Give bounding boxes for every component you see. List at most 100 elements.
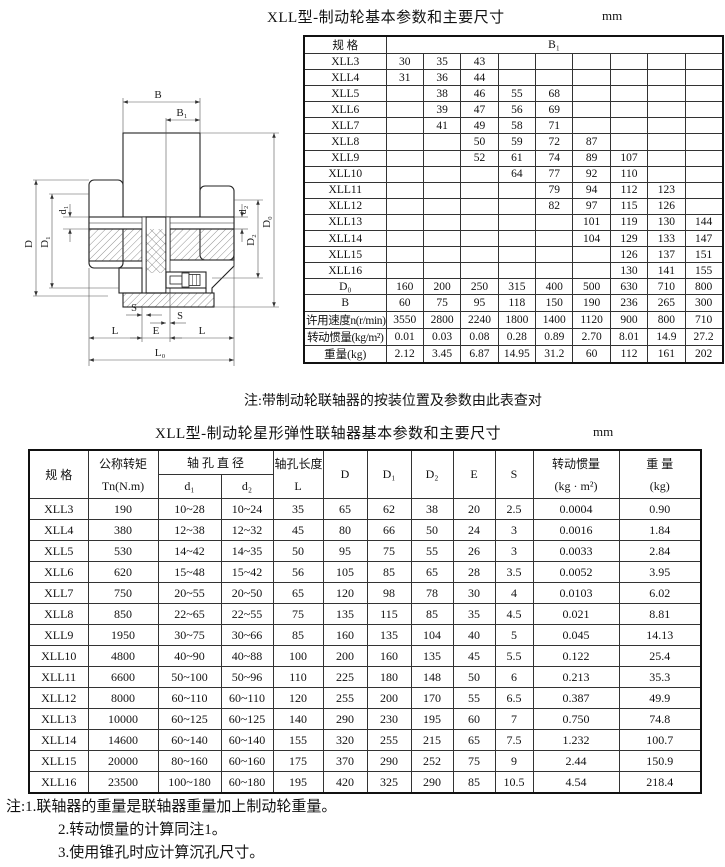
data-cell: 30~66: [220, 624, 274, 646]
data-cell: 0.03: [422, 327, 462, 346]
data-cell: [422, 230, 462, 248]
data-cell: 75: [422, 294, 462, 312]
data-cell: 1.232: [532, 729, 620, 751]
dim-label-s-left: S: [131, 303, 137, 314]
data-cell: 50: [460, 133, 499, 151]
dim-label-l-left: L: [112, 325, 119, 337]
data-cell: 14~42: [157, 540, 222, 562]
row-header-cell: XLL4: [303, 69, 387, 87]
data-cell: 60~110: [157, 687, 222, 709]
data-cell: 265: [647, 294, 686, 312]
table-row: XLL13 101 119 130 144: [303, 213, 724, 232]
data-cell: [684, 85, 724, 103]
data-cell: 160: [322, 624, 368, 646]
data-cell: 46: [460, 85, 499, 103]
data-cell: [460, 246, 499, 264]
data-cell: 14.95: [497, 344, 537, 363]
data-cell: 5.5: [494, 645, 534, 667]
table-row: XLL14 104 129 133 147: [303, 230, 724, 248]
data-cell: 420: [322, 771, 368, 794]
data-cell: 320: [322, 729, 368, 751]
data-cell: [460, 165, 499, 183]
data-cell: 710: [684, 310, 724, 329]
data-cell: 126: [647, 197, 686, 215]
header-line: Tn(N.m): [101, 478, 145, 493]
row-header-cell: XLL6: [28, 561, 89, 583]
data-cell: 290: [322, 708, 368, 730]
data-cell: 500: [572, 278, 611, 296]
data-cell: 1.84: [618, 519, 702, 541]
data-cell: 300: [684, 294, 724, 312]
data-cell: 69: [535, 101, 574, 119]
data-cell: 190: [572, 294, 611, 312]
data-cell: 0.0016: [532, 519, 620, 541]
data-cell: 2.84: [618, 540, 702, 562]
data-cell: 8.01: [609, 327, 649, 346]
data-cell: [497, 181, 537, 199]
data-cell: [385, 101, 424, 119]
data-cell: [535, 69, 574, 87]
row-header-cell: XLL9: [303, 149, 387, 167]
data-cell: 47: [460, 101, 499, 119]
data-cell: 30: [452, 582, 496, 604]
data-cell: 104: [410, 624, 454, 646]
data-cell: 195: [410, 708, 454, 730]
data-cell: 38: [422, 85, 462, 103]
data-cell: 45: [452, 645, 496, 667]
data-cell: 3: [494, 540, 534, 562]
data-cell: 60~125: [157, 708, 222, 730]
data-cell: 0.08: [460, 327, 499, 346]
row-header-cell: XLL6: [303, 101, 387, 119]
data-cell: 24: [452, 519, 496, 541]
dimension-lines: [33, 98, 279, 366]
table2-unit: mm: [593, 424, 614, 439]
data-cell: 2.5: [494, 498, 534, 520]
data-cell: 75: [452, 750, 496, 772]
data-cell: 137: [647, 246, 686, 264]
data-cell: [422, 181, 462, 199]
data-cell: 133: [647, 230, 686, 248]
data-cell: 900: [609, 310, 649, 329]
data-cell: 60~110: [220, 687, 274, 709]
column-header-spec: 规 格: [303, 35, 387, 54]
data-cell: 3.5: [494, 561, 534, 583]
row-header-cell: 许用速度n(r/min): [303, 310, 387, 329]
brake-wheel-table: 规 格 B₁ XLL3 30 35 43 XLL4 31 36 44 XLL5 38 46 55 68 X…: [303, 35, 724, 364]
data-cell: [385, 230, 424, 248]
data-cell: 85: [366, 561, 412, 583]
data-cell: [535, 262, 574, 280]
data-cell: [422, 213, 462, 232]
data-cell: 325: [366, 771, 412, 794]
coupling-section-drawing: B B₁ D D₁ d₁ d₂ D₂ D₀ S S L E L L₀: [23, 89, 279, 366]
data-cell: [385, 165, 424, 183]
data-cell: 60~140: [157, 729, 222, 751]
data-cell: 95: [322, 540, 368, 562]
data-cell: 22~55: [220, 603, 274, 625]
data-cell: 50~96: [220, 666, 274, 688]
data-cell: 175: [272, 750, 324, 772]
data-cell: 0.387: [532, 687, 620, 709]
table-row: XLL8 50 59 72 87: [303, 133, 724, 151]
data-cell: [385, 149, 424, 167]
column-header-b1: B₁: [385, 35, 724, 54]
row-header-cell: XLL3: [303, 52, 387, 71]
table-row: 转动惯量(kg/m²) 0.01 0.03 0.08 0.28 0.89 2.70 8.01 1…: [303, 327, 724, 346]
data-cell: 65: [272, 582, 324, 604]
data-cell: 250: [460, 278, 499, 296]
data-cell: 100: [272, 645, 324, 667]
data-cell: 74: [535, 149, 574, 167]
data-cell: [647, 165, 686, 183]
data-cell: 31: [385, 69, 424, 87]
column-header-weight: 重 量 (kg): [618, 449, 702, 499]
data-cell: 150: [535, 294, 574, 312]
header-line: (kg): [649, 478, 670, 493]
data-cell: 400: [535, 278, 574, 296]
data-cell: 236: [609, 294, 649, 312]
row-header-cell: XLL10: [303, 165, 387, 183]
data-cell: [647, 149, 686, 167]
data-cell: 0.0103: [532, 582, 620, 604]
data-cell: 630: [609, 278, 649, 296]
data-cell: 6600: [87, 666, 159, 688]
data-cell: 40~88: [220, 645, 274, 667]
data-cell: [609, 69, 649, 87]
